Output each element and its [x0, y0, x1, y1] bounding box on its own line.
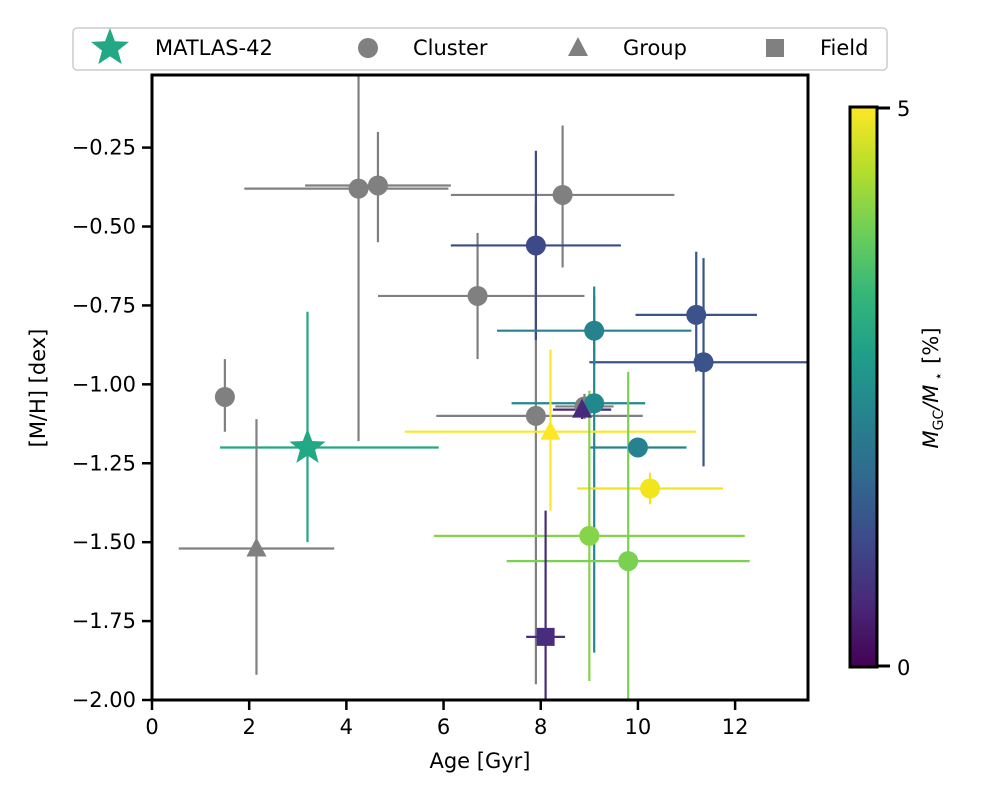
legend-entry-field: Field	[766, 36, 868, 60]
error-bars	[178, 75, 808, 700]
colorbar-tick-label-max: 5	[897, 97, 910, 121]
legend-marker-circle	[358, 38, 378, 58]
legend-label: MATLAS-42	[155, 36, 273, 60]
data-point-circle	[640, 478, 661, 499]
x-tick-label: 10	[625, 715, 652, 739]
y-tick-label: −0.25	[72, 136, 136, 160]
data-point-triangle	[572, 398, 593, 418]
plot-area: 0 2 4 6 8 10 12 −2.00 −1.75 −1.50 −1.25 −1.00 −0.75…	[72, 73, 810, 739]
y-tick-label: −0.75	[72, 293, 136, 317]
data-point-circle	[584, 320, 605, 341]
data-point-circle	[367, 175, 388, 196]
x-tick-label: 0	[145, 715, 158, 739]
colorbar: 5 0 MGC/M ⋆ [%]	[848, 97, 947, 680]
legend-items: MATLAS-42 Cluster Group Field	[91, 28, 868, 65]
legend-label: Cluster	[413, 36, 488, 60]
data-point-star	[289, 428, 326, 463]
legend-entry-cluster: Cluster	[358, 36, 488, 60]
colorbar-gradient	[850, 107, 877, 667]
colorbar-label-sub2: ⋆	[931, 372, 947, 381]
colorbar-label-unit: [%]	[919, 327, 943, 363]
x-tick-label: 2	[242, 715, 255, 739]
data-point-circle	[348, 178, 369, 199]
colorbar-tick-label-min: 0	[897, 656, 910, 680]
y-tick-label: −2.00	[72, 688, 136, 712]
plot-frame	[150, 73, 810, 702]
data-point-circle	[579, 525, 600, 546]
data-point-circle	[467, 285, 488, 306]
data-markers	[214, 175, 714, 646]
legend-label: Group	[623, 36, 687, 60]
data-point-circle	[525, 405, 546, 426]
data-point-circle	[618, 551, 639, 572]
y-tick-label: −1.75	[72, 609, 136, 633]
colorbar-label-main: M	[919, 430, 943, 448]
y-axis-ticks: −2.00 −1.75 −1.50 −1.25 −1.00 −0.75 −0.50 −0.25	[72, 136, 152, 712]
x-tick-label: 8	[534, 715, 547, 739]
legend-marker-triangle	[568, 37, 588, 56]
legend-frame	[72, 27, 888, 71]
legend-marker-star	[91, 28, 129, 65]
legend-marker-square	[766, 39, 784, 57]
legend-entry-matlas-42: MATLAS-42	[91, 28, 273, 65]
data-point-circle	[214, 386, 235, 407]
colorbar-label: MGC/M ⋆ [%]	[919, 327, 947, 448]
data-point-square	[536, 627, 555, 646]
data-point-triangle	[540, 420, 561, 440]
data-point-triangle	[246, 537, 267, 557]
data-point-circle	[686, 304, 707, 325]
x-tick-label: 12	[722, 715, 749, 739]
y-tick-label: −1.50	[72, 530, 136, 554]
legend-entry-group: Group	[568, 36, 687, 60]
data-point-circle	[627, 437, 648, 458]
x-axis-ticks: 0 2 4 6 8 10 12	[145, 700, 748, 739]
data-point-circle	[525, 235, 546, 256]
y-axis-label: [M/H] [dex]	[26, 329, 50, 448]
colorbar-frame	[848, 105, 879, 669]
colorbar-label-sep: /M	[919, 385, 943, 412]
data-point-circle	[552, 184, 573, 205]
x-axis-label: Age [Gyr]	[429, 749, 530, 773]
colorbar-label-sub1: GC	[931, 410, 947, 431]
y-tick-label: −0.50	[72, 215, 136, 239]
legend-label: Field	[820, 36, 868, 60]
data-point-circle	[693, 352, 714, 373]
y-tick-label: −1.25	[72, 451, 136, 475]
legend: MATLAS-42 Cluster Group Field	[72, 27, 888, 71]
x-tick-label: 4	[340, 715, 353, 739]
y-tick-label: −1.00	[72, 372, 136, 396]
x-tick-label: 6	[437, 715, 450, 739]
data-point-circle	[584, 393, 605, 414]
